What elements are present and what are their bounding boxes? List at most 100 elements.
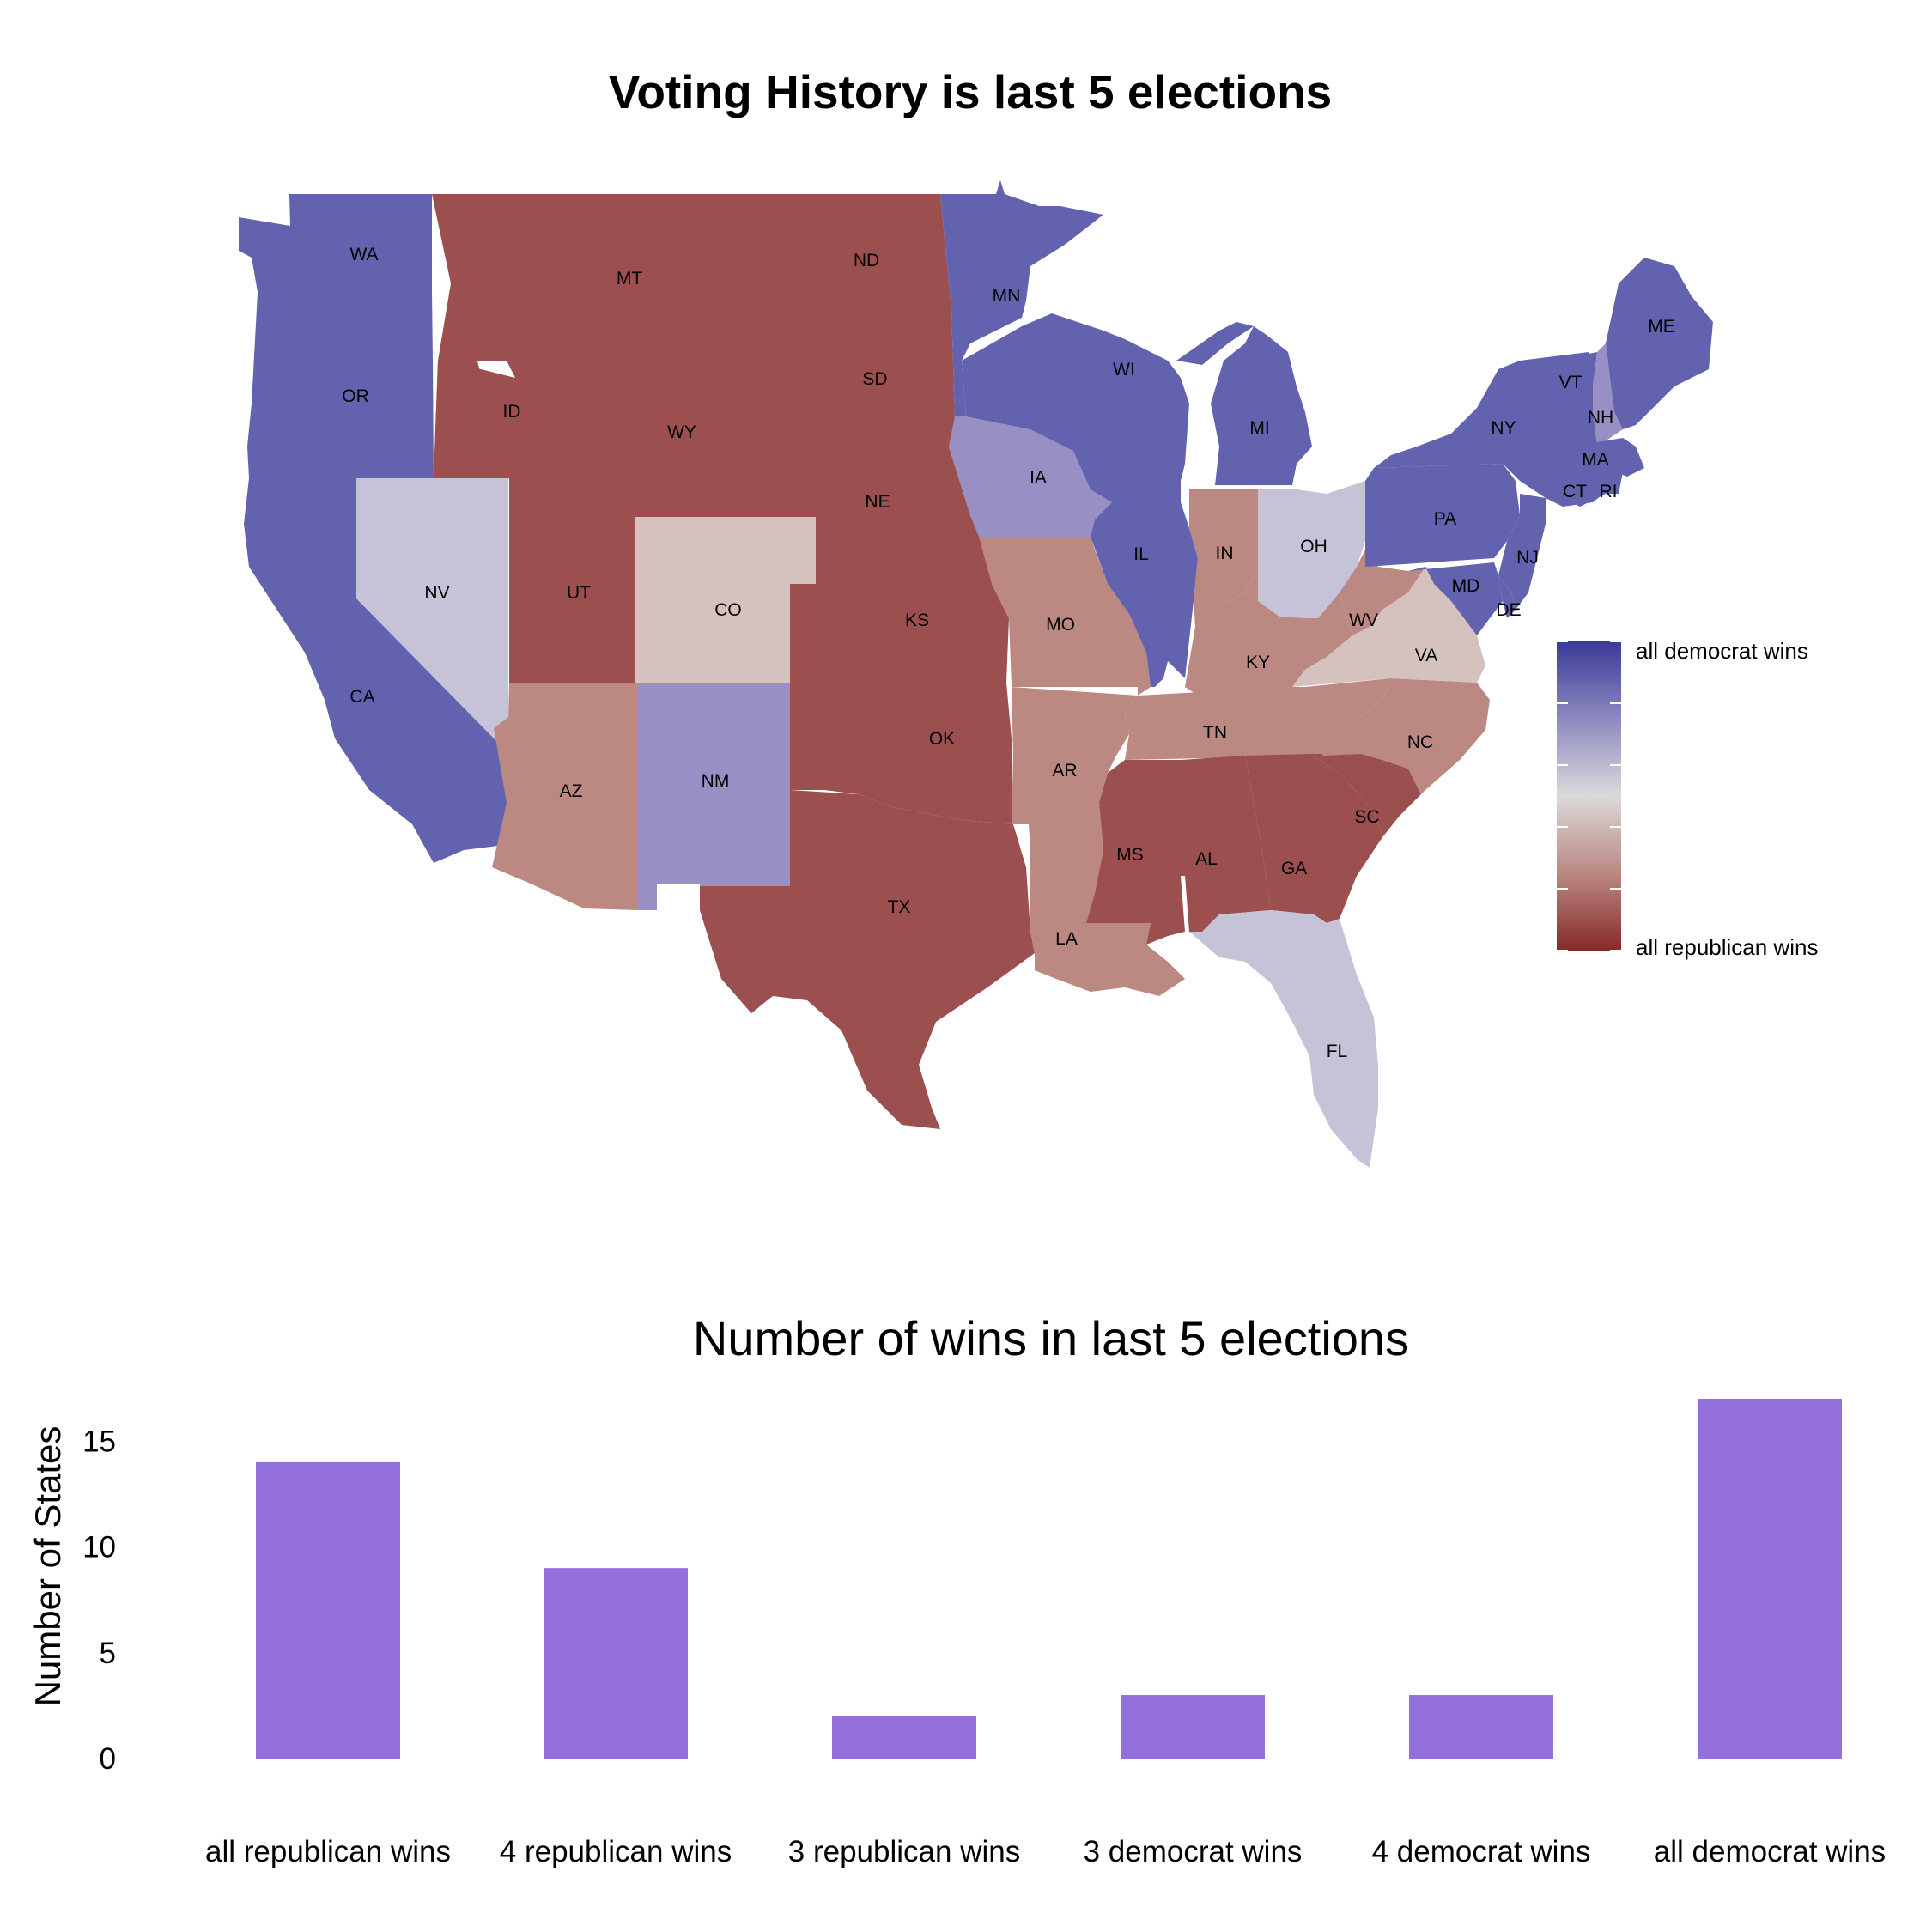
state-NC (1322, 678, 1490, 794)
state-AR (1012, 687, 1138, 850)
state-IN (1189, 489, 1258, 627)
state-label-AZ: AZ (560, 781, 583, 801)
state-SC (1309, 754, 1421, 837)
state-MD (1408, 562, 1503, 635)
bar-5 (1698, 1398, 1842, 1759)
state-NV (356, 478, 508, 751)
state-label-WI: WI (1113, 360, 1135, 380)
state-MS (1086, 760, 1185, 945)
state-PA (1365, 464, 1520, 567)
y-axis-label: Number of States (27, 1426, 68, 1707)
state-label-AL: AL (1195, 849, 1218, 869)
state-label-LA: LA (1055, 929, 1078, 949)
state-NE (816, 447, 992, 584)
state-WY (635, 361, 820, 517)
state-label-CT: CT (1563, 482, 1587, 501)
state-IL (1091, 472, 1198, 687)
state-label-VT: VT (1559, 373, 1583, 392)
state-NJ (1498, 494, 1546, 610)
bar-chart-title: Number of wins in last 5 elections (693, 1311, 1409, 1365)
state-RI (1606, 468, 1623, 494)
state-label-WY: WY (667, 422, 696, 442)
state-CT (1571, 468, 1606, 507)
state-ND (820, 194, 951, 309)
state-TX (700, 790, 1035, 1129)
state-label-CO: CO (714, 600, 742, 620)
state-label-TX: TX (888, 897, 911, 917)
state-label-NJ: NJ (1516, 548, 1539, 568)
bar-chart (256, 1398, 1842, 1759)
state-label-IL: IL (1133, 544, 1149, 564)
state-label-OH: OH (1300, 537, 1327, 556)
state-label-MI: MI (1249, 418, 1269, 438)
state-label-NM: NM (702, 771, 730, 791)
state-MN (940, 180, 1103, 421)
state-MO (979, 537, 1151, 696)
state-NH (1593, 343, 1623, 447)
y-tick-label: 15 (82, 1425, 116, 1458)
state-label-WV: WV (1349, 611, 1378, 630)
map-legend: all democrat wins all republican wins (1557, 638, 1818, 960)
state-label-SC: SC (1354, 807, 1379, 827)
state-WV (1340, 550, 1425, 635)
x-tick-label: 3 democrat wins (1084, 1835, 1303, 1868)
state-label-UT: UT (567, 583, 591, 603)
state-label-VA: VA (1415, 646, 1437, 665)
state-WI (962, 313, 1189, 502)
state-label-NH: NH (1588, 408, 1613, 428)
state-WYb (816, 447, 820, 517)
state-MA (1571, 438, 1644, 477)
state-DE (1498, 575, 1516, 618)
state-TN (1125, 678, 1391, 760)
us-map (239, 180, 1713, 1168)
state-label-MA: MA (1582, 450, 1609, 470)
state-label-ME: ME (1648, 317, 1675, 337)
state-label-NV: NV (424, 583, 449, 603)
state-label-DE: DE (1496, 600, 1521, 620)
bar-0 (256, 1461, 400, 1759)
x-axis-ticks: all republican wins 4 republican wins 3 re… (205, 1835, 1886, 1868)
state-IDb (434, 361, 635, 517)
state-OH (1258, 481, 1365, 618)
state-label-GA: GA (1281, 859, 1307, 878)
state-label-MO: MO (1046, 615, 1075, 635)
state-label-NC: NC (1407, 732, 1433, 752)
state-label-MN: MN (993, 286, 1021, 306)
map-title: Voting History is last 5 elections (609, 65, 1333, 118)
state-label-CA: CA (349, 687, 374, 707)
state-label-MS: MS (1116, 845, 1144, 865)
state-NY (1374, 352, 1614, 507)
state-label-ID: ID (503, 402, 521, 422)
y-tick-label: 0 (100, 1742, 116, 1776)
state-label-NE: NE (865, 492, 890, 512)
state-OR (247, 292, 434, 478)
state-KY (1185, 567, 1352, 696)
state-VT (1554, 352, 1597, 416)
state-label-IA: IA (1030, 468, 1047, 488)
x-tick-label: 4 democrat wins (1372, 1835, 1591, 1868)
state-label-PA: PA (1434, 509, 1456, 529)
x-tick-label: all democrat wins (1654, 1835, 1886, 1868)
x-tick-label: all republican wins (205, 1835, 451, 1868)
bar-3 (1121, 1695, 1265, 1759)
state-label-MT: MT (617, 269, 642, 289)
state-MT (432, 194, 820, 378)
state-OK (790, 683, 1013, 824)
legend-top-label: all democrat wins (1636, 638, 1808, 664)
state-UT (509, 478, 635, 683)
state-label-IN: IN (1216, 544, 1234, 563)
state-AL (1181, 756, 1271, 932)
state-label-WA: WA (349, 245, 378, 264)
y-tick-label: 5 (100, 1637, 116, 1670)
state-SD (820, 309, 955, 447)
state-labels: WA OR CA NV ID MT WY UT AZ CO NM ND SD NE KS OK TX MN IA MO… (342, 245, 1675, 1061)
y-axis-ticks: 0 5 10 15 (82, 1425, 116, 1776)
state-label-NY: NY (1491, 418, 1516, 438)
state-CO (635, 517, 816, 683)
y-tick-label: 10 (82, 1531, 116, 1564)
state-FL (1189, 910, 1378, 1168)
bar-4 (1409, 1695, 1553, 1759)
legend-colorbar (1557, 641, 1621, 951)
bar-1 (544, 1568, 688, 1759)
